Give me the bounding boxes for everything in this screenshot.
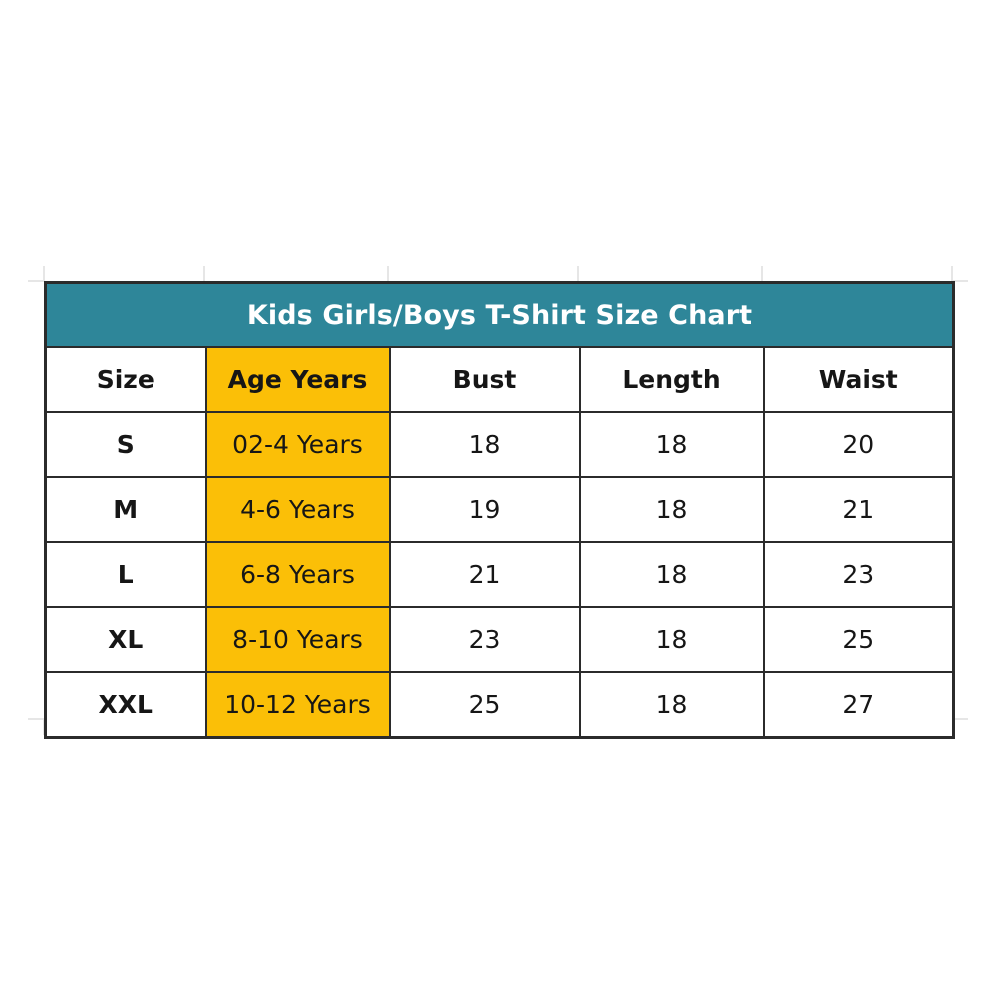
table-row: XL 8-10 Years 23 18 25 bbox=[44, 606, 955, 673]
cell-size: S bbox=[44, 411, 207, 478]
gridline-tick-above-col2 bbox=[203, 266, 205, 282]
cell-waist: 25 bbox=[762, 606, 955, 673]
cell-bust: 25 bbox=[388, 671, 581, 739]
size-chart-table: Kids Girls/Boys T-Shirt Size Chart Size … bbox=[44, 281, 956, 739]
cell-waist: 21 bbox=[762, 476, 955, 543]
gridline-tick-above-right bbox=[951, 266, 953, 282]
gridline-tick-left-bottom bbox=[28, 718, 44, 720]
column-header-waist: Waist bbox=[762, 346, 955, 413]
cell-length: 18 bbox=[578, 606, 765, 673]
cell-age: 10-12 Years bbox=[204, 671, 391, 739]
cell-age: 4-6 Years bbox=[204, 476, 391, 543]
table-row: XXL 10-12 Years 25 18 27 bbox=[44, 671, 955, 739]
cell-size: L bbox=[44, 541, 207, 608]
cell-length: 18 bbox=[578, 411, 765, 478]
table-header-row: Size Age Years Bust Length Waist bbox=[44, 346, 955, 413]
cell-size: XXL bbox=[44, 671, 207, 739]
gridline-tick-left-edge bbox=[28, 280, 44, 282]
cell-bust: 21 bbox=[388, 541, 581, 608]
gridline-tick-above-col5 bbox=[761, 266, 763, 282]
gridline-tick-right-edge bbox=[952, 280, 968, 282]
cell-waist: 23 bbox=[762, 541, 955, 608]
column-header-age-years: Age Years bbox=[204, 346, 391, 413]
table-row: L 6-8 Years 21 18 23 bbox=[44, 541, 955, 608]
table-row: M 4-6 Years 19 18 21 bbox=[44, 476, 955, 543]
cell-age: 02-4 Years bbox=[204, 411, 391, 478]
cell-bust: 19 bbox=[388, 476, 581, 543]
chart-title: Kids Girls/Boys T-Shirt Size Chart bbox=[44, 281, 955, 348]
cell-size: M bbox=[44, 476, 207, 543]
column-header-length: Length bbox=[578, 346, 765, 413]
cell-bust: 18 bbox=[388, 411, 581, 478]
cell-length: 18 bbox=[578, 541, 765, 608]
gridline-tick-above-col3 bbox=[387, 266, 389, 282]
cell-age: 6-8 Years bbox=[204, 541, 391, 608]
table-title-row: Kids Girls/Boys T-Shirt Size Chart bbox=[44, 281, 955, 348]
gridline-tick-above-col4 bbox=[577, 266, 579, 282]
cell-age: 8-10 Years bbox=[204, 606, 391, 673]
cell-waist: 20 bbox=[762, 411, 955, 478]
cell-waist: 27 bbox=[762, 671, 955, 739]
gridline-tick-right-bottom bbox=[952, 718, 968, 720]
gridline-tick-above-left bbox=[43, 266, 45, 282]
cell-length: 18 bbox=[578, 476, 765, 543]
table-row: S 02-4 Years 18 18 20 bbox=[44, 411, 955, 478]
column-header-size: Size bbox=[44, 346, 207, 413]
column-header-bust: Bust bbox=[388, 346, 581, 413]
cell-length: 18 bbox=[578, 671, 765, 739]
cell-size: XL bbox=[44, 606, 207, 673]
cell-bust: 23 bbox=[388, 606, 581, 673]
